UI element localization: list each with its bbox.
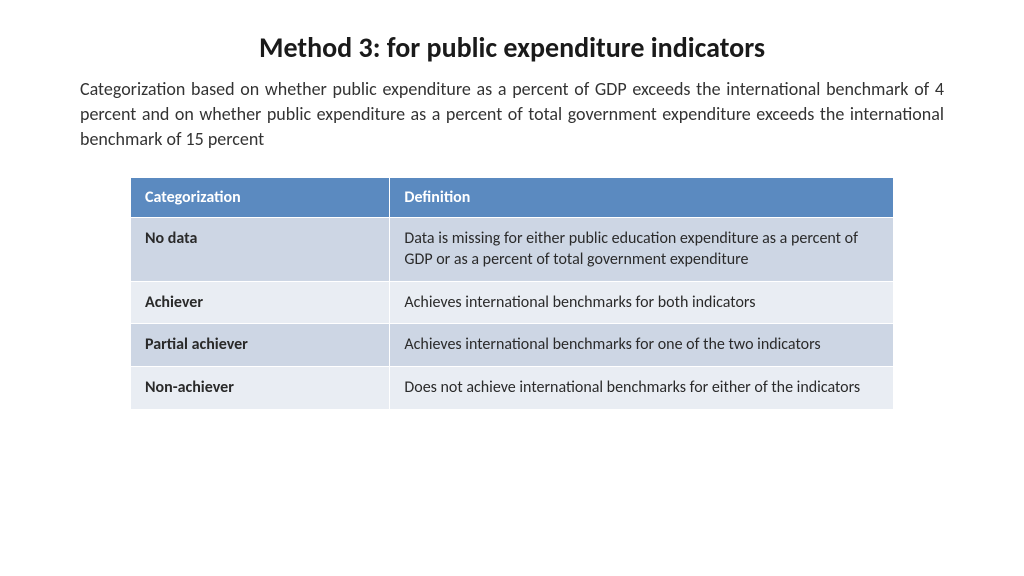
page-title: Method 3: for public expenditure indicat… — [80, 30, 944, 65]
cell-definition: Data is missing for either public educat… — [390, 217, 894, 281]
categorization-table: Categorization Definition No data Data i… — [130, 177, 894, 410]
table-row: No data Data is missing for either publi… — [131, 217, 894, 281]
cell-category: Non-achiever — [131, 366, 390, 409]
cell-definition: Achieves international benchmarks for bo… — [390, 281, 894, 324]
table-container: Categorization Definition No data Data i… — [80, 177, 944, 410]
cell-category: Partial achiever — [131, 324, 390, 367]
cell-definition: Does not achieve international benchmark… — [390, 366, 894, 409]
cell-category: No data — [131, 217, 390, 281]
table-row: Achiever Achieves international benchmar… — [131, 281, 894, 324]
table-row: Non-achiever Does not achieve internatio… — [131, 366, 894, 409]
cell-category: Achiever — [131, 281, 390, 324]
header-definition: Definition — [390, 177, 894, 217]
table-row: Partial achiever Achieves international … — [131, 324, 894, 367]
table-header-row: Categorization Definition — [131, 177, 894, 217]
description-text: Categorization based on whether public e… — [80, 77, 944, 153]
cell-definition: Achieves international benchmarks for on… — [390, 324, 894, 367]
header-categorization: Categorization — [131, 177, 390, 217]
